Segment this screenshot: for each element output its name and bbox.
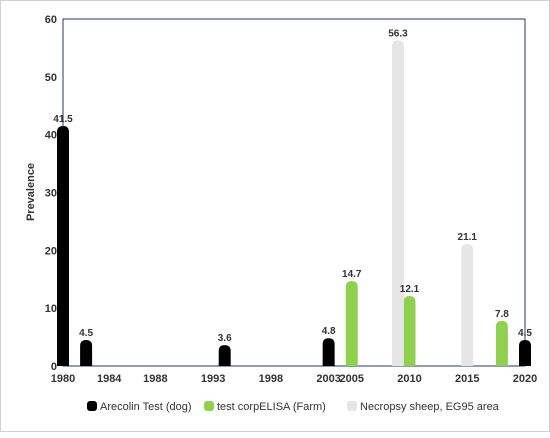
x-tick-label: 1984 xyxy=(97,373,122,385)
data-labels: 41.5 4.5 3.6 4.8 4.5 14.7 12.1 7.8 56.3 21.1 xyxy=(53,28,532,344)
x-tick-label: 2003 xyxy=(316,373,340,385)
legend-swatch-3 xyxy=(347,401,357,411)
y-tick-label: 30 xyxy=(45,188,57,200)
bar-series-1 xyxy=(519,339,531,366)
legend: Arecolin Test (dog) test corpELISA (Farm)… xyxy=(87,401,500,413)
plot-area-border xyxy=(62,18,526,367)
y-tick-label: 60 xyxy=(45,14,57,26)
data-label: 4.8 xyxy=(322,326,336,337)
x-tick-label: 2015 xyxy=(455,373,479,385)
bar-series-1 xyxy=(322,338,335,366)
data-label: 21.1 xyxy=(458,232,478,243)
bar-series-1 xyxy=(80,339,93,366)
legend-label: test corpELISA (Farm) xyxy=(217,401,326,413)
y-tick-label: 20 xyxy=(45,245,57,257)
x-tick-label: 2010 xyxy=(397,373,421,385)
bars xyxy=(57,40,531,366)
x-tick-label: 1988 xyxy=(143,373,167,385)
y-tick-label: 40 xyxy=(45,130,57,142)
x-tick-label: 1980 xyxy=(51,373,75,385)
x-tick-label: 2020 xyxy=(513,373,537,385)
data-label: 41.5 xyxy=(53,114,73,125)
y-tick-label: 10 xyxy=(45,303,57,315)
x-tick-label: 2005 xyxy=(340,373,364,385)
y-tick-label: 50 xyxy=(45,72,57,84)
bar-series-3 xyxy=(461,243,474,366)
bar-series-1 xyxy=(218,345,231,366)
y-tick-label: 0 xyxy=(51,361,57,373)
bar-series-1 xyxy=(57,125,69,366)
legend-label: Arecolin Test (dog) xyxy=(100,401,192,413)
legend-swatch-1 xyxy=(87,401,97,411)
legend-label: Necropsy sheep, EG95 area xyxy=(360,401,500,413)
bar-series-2 xyxy=(403,296,416,366)
y-axis-ticks: 0 10 20 30 40 50 60 xyxy=(45,14,57,373)
bar-series-2 xyxy=(495,320,508,366)
data-label: 4.5 xyxy=(518,328,532,339)
bar-series-3 xyxy=(391,40,404,366)
x-tick-label: 1998 xyxy=(259,373,283,385)
x-tick-label: 1993 xyxy=(201,373,225,385)
data-label: 14.7 xyxy=(342,269,362,280)
data-label: 12.1 xyxy=(400,284,420,295)
legend-swatch-2 xyxy=(204,401,214,411)
bar-series-2 xyxy=(345,280,358,366)
data-label: 56.3 xyxy=(388,28,408,39)
data-label: 3.6 xyxy=(218,333,232,344)
y-axis-title: Prevalence xyxy=(25,163,37,221)
data-label: 7.8 xyxy=(495,309,509,320)
data-label: 4.5 xyxy=(79,328,93,339)
